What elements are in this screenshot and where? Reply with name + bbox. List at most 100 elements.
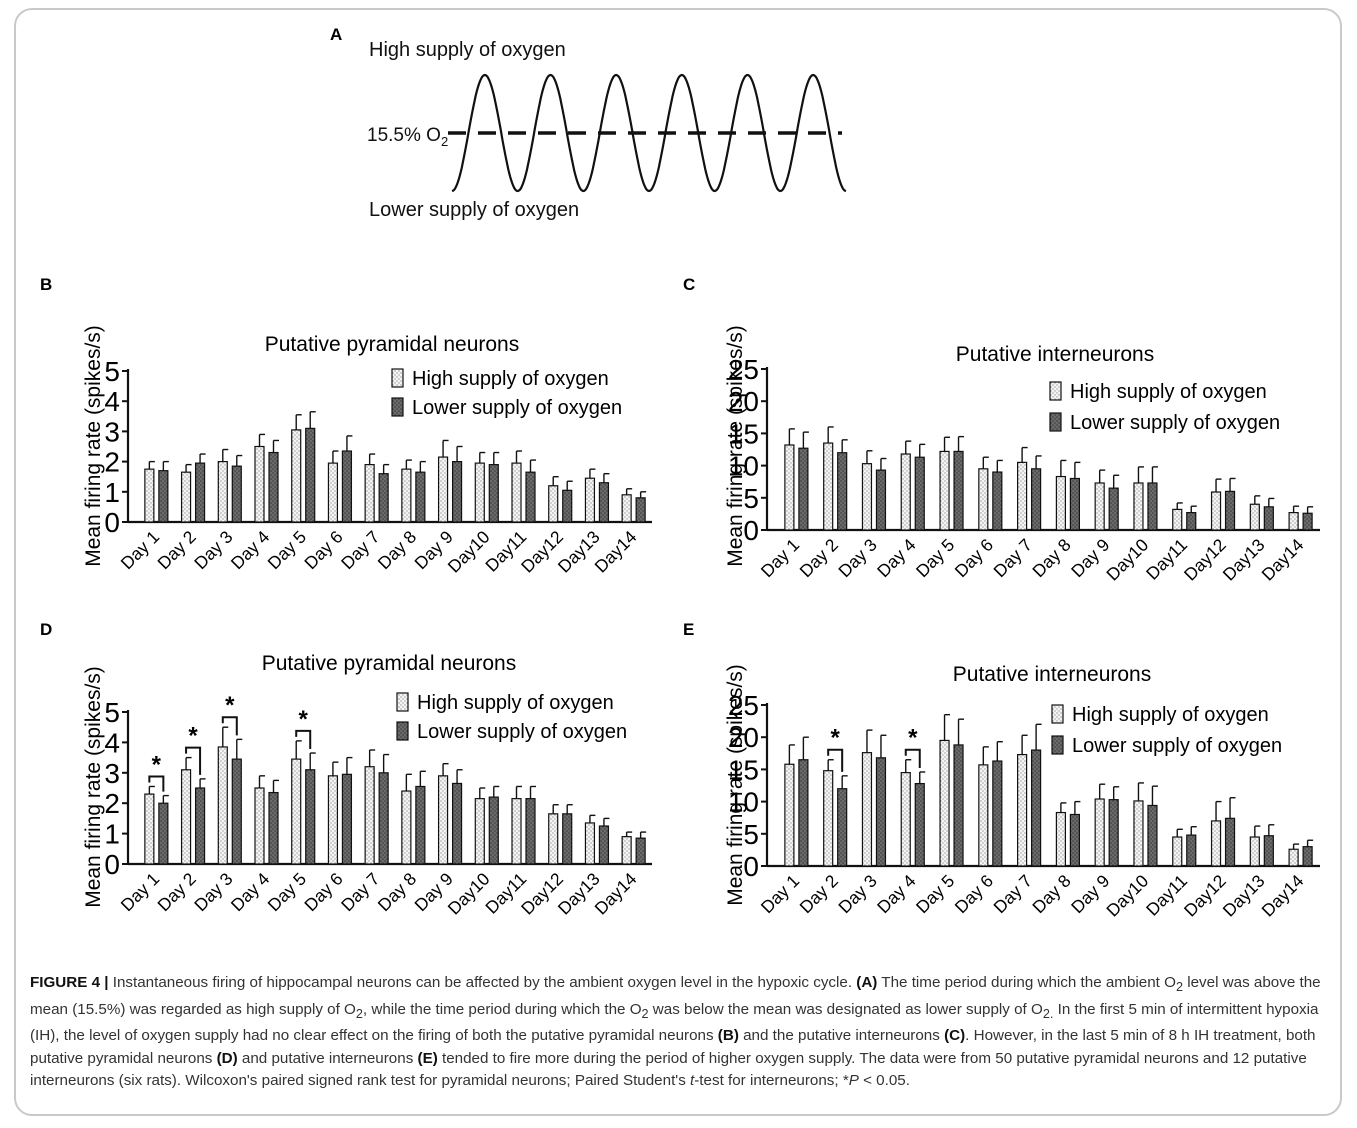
x-tick-label: Day 5: [912, 871, 958, 917]
x-tick-label: Day 7: [989, 871, 1035, 917]
x-tick-label: Day 3: [834, 871, 880, 917]
bar-high-oxygen: [621, 836, 632, 865]
x-tick-label: Day 6: [300, 869, 346, 915]
x-tick-label: Day 8: [374, 527, 420, 573]
bar-high-oxygen: [1249, 503, 1260, 531]
y-tick-label: 4: [104, 386, 120, 417]
x-tick-label: Day10: [1102, 535, 1152, 585]
bar-lower-oxygen: [194, 787, 206, 865]
x-tick-label: Day 7: [337, 527, 383, 573]
bar-lower-oxygen: [305, 427, 316, 523]
bar-lower-oxygen: [635, 837, 646, 865]
x-tick-label: Day 2: [153, 869, 199, 915]
significance-marker: *: [152, 751, 162, 778]
x-tick-label: Day 3: [190, 527, 236, 573]
y-tick-label: 0: [743, 851, 759, 882]
bar-high-oxygen: [254, 787, 265, 865]
x-tick-label: Day 5: [912, 535, 958, 581]
bar-lower-oxygen: [451, 782, 463, 865]
bar-high-oxygen: [1017, 753, 1028, 867]
bar-high-oxygen: [548, 485, 559, 523]
figure-frame: [14, 8, 1342, 1116]
y-axis-label: Mean firing rate (spikes/s): [724, 664, 747, 906]
y-tick-label: 25: [728, 354, 759, 385]
y-tick-label: 3: [104, 758, 120, 789]
bar-high-oxygen: [180, 471, 192, 523]
bar-high-oxygen: [978, 764, 989, 867]
bar-high-oxygen: [144, 468, 155, 523]
bar-lower-oxygen: [1302, 512, 1313, 531]
x-tick-label: Day 4: [227, 526, 274, 573]
legend-label: High supply of oxygen: [417, 692, 614, 714]
bar-high-oxygen: [401, 790, 412, 865]
bar-high-oxygen: [180, 769, 192, 865]
bar-lower-oxygen: [992, 760, 1003, 867]
bar-high-oxygen: [1172, 836, 1183, 867]
legend-swatch-high: [1051, 704, 1064, 724]
y-tick-label: 5: [104, 356, 120, 387]
bar-high-oxygen: [474, 462, 485, 523]
bar-high-oxygen: [823, 770, 834, 867]
bar-lower-oxygen: [953, 744, 964, 867]
bar-lower-oxygen: [837, 788, 848, 867]
bar-high-oxygen: [621, 494, 632, 523]
bar-high-oxygen: [364, 766, 375, 865]
bar-high-oxygen: [784, 444, 795, 531]
bar-lower-oxygen: [875, 757, 887, 867]
x-tick-label: Day 7: [337, 869, 383, 915]
bar-lower-oxygen: [914, 782, 925, 867]
chart-panel-c: C Putative interneurons Mean firing rate (…: [683, 275, 1320, 585]
legend-label: Lower supply of oxygen: [1072, 735, 1282, 757]
x-tick-label: Day 4: [227, 868, 274, 915]
bar-lower-oxygen: [837, 452, 848, 531]
bar-high-oxygen: [939, 450, 950, 531]
significance-bracket: [221, 716, 238, 736]
bar-lower-oxygen: [635, 497, 646, 523]
panel-label: B: [40, 275, 52, 294]
x-tick-label: Day 8: [374, 869, 420, 915]
legend: High supply of oxygen Lower supply of oxy…: [391, 368, 622, 419]
bar-high-oxygen: [1017, 461, 1028, 531]
bar-lower-oxygen: [415, 471, 426, 523]
significance-bracket: [295, 729, 312, 750]
legend-swatch-high: [391, 368, 404, 388]
bar-high-oxygen: [1172, 508, 1183, 531]
x-tick-label: Day 5: [264, 869, 310, 915]
significance-marker: *: [299, 706, 309, 733]
chart-panel-e: E Putative interneurons Mean firing rate (…: [683, 620, 1320, 921]
chart-title: Putative interneurons: [953, 663, 1151, 686]
y-tick-label: 5: [743, 483, 759, 514]
bar-lower-oxygen: [1224, 490, 1236, 531]
legend-swatch-lower: [396, 721, 409, 741]
bar-lower-oxygen: [1263, 835, 1274, 867]
significance-marker: *: [831, 725, 841, 752]
high-supply-label: High supply of oxygen: [369, 39, 566, 61]
bar-lower-oxygen: [194, 462, 206, 523]
bar-lower-oxygen: [158, 470, 169, 523]
bar-lower-oxygen: [415, 785, 426, 865]
y-tick-label: 20: [728, 722, 759, 753]
bar-lower-oxygen: [798, 759, 809, 867]
bar-lower-oxygen: [1069, 813, 1080, 867]
x-tick-label: Day 1: [117, 527, 163, 573]
y-axis-label: Mean firing rate (spikes/s): [82, 666, 105, 908]
x-tick-label: Day10: [444, 869, 494, 919]
x-tick-label: Day13: [1219, 535, 1269, 585]
bar-high-oxygen: [511, 462, 522, 523]
bar-lower-oxygen: [525, 471, 536, 523]
bar-lower-oxygen: [1031, 749, 1042, 867]
y-axis-label: Mean firing rate (spikes/s): [82, 325, 105, 567]
bar-high-oxygen: [900, 453, 911, 531]
figure-canvas: A High supply of oxygen Lower supply of …: [40, 25, 1320, 921]
bar-lower-oxygen: [268, 791, 279, 865]
bar-lower-oxygen: [1069, 477, 1080, 531]
x-tick-label: Day10: [1102, 871, 1152, 921]
bar-high-oxygen: [254, 445, 265, 523]
bar-lower-oxygen: [598, 482, 610, 523]
bar-lower-oxygen: [305, 769, 316, 865]
bar-lower-oxygen: [231, 465, 242, 523]
y-tick-label: 0: [104, 507, 120, 538]
x-tick-label: Day 4: [873, 534, 920, 581]
bar-lower-oxygen: [1147, 482, 1158, 531]
bar-high-oxygen: [217, 461, 228, 523]
